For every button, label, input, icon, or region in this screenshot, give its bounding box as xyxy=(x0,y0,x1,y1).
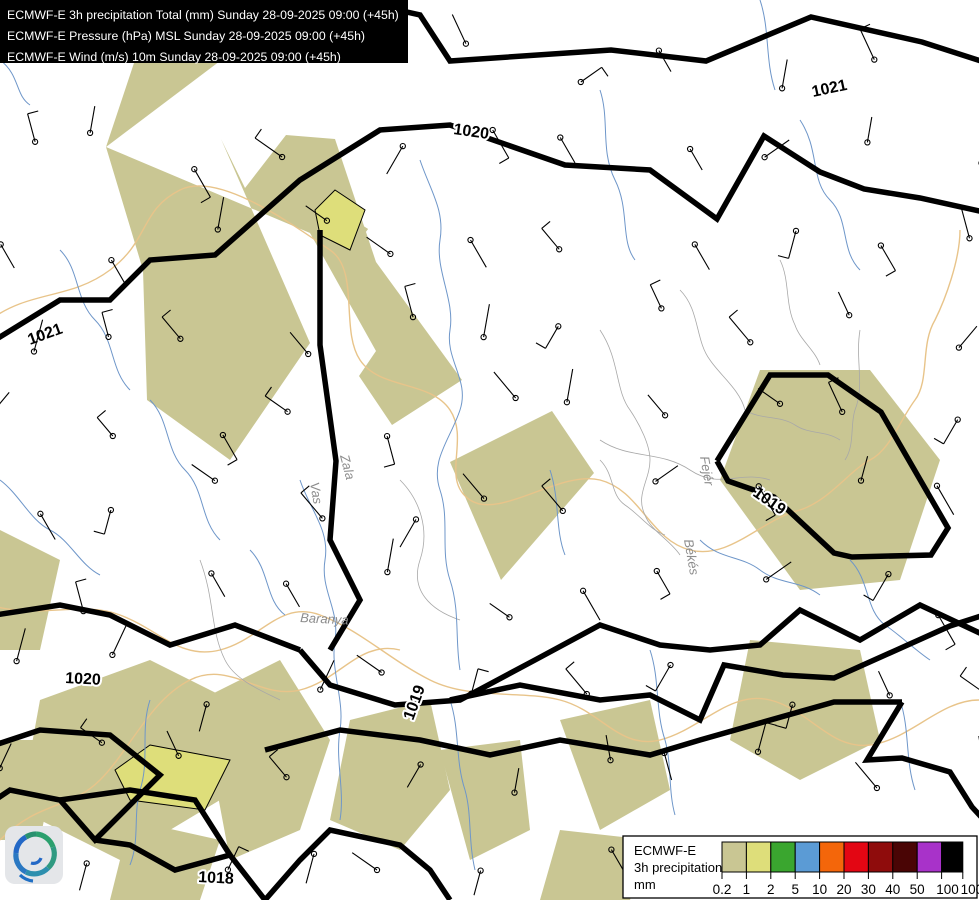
svg-text:1020: 1020 xyxy=(65,670,102,689)
svg-text:100: 100 xyxy=(936,882,959,897)
svg-text:50: 50 xyxy=(910,882,925,897)
svg-text:ECMWF-E: ECMWF-E xyxy=(634,843,696,858)
svg-text:ECMWF-E Pressure (hPa) MSL Sun: ECMWF-E Pressure (hPa) MSL Sunday 28-09-… xyxy=(7,29,365,43)
svg-text:mm: mm xyxy=(634,877,656,892)
svg-text:30: 30 xyxy=(861,882,876,897)
svg-text:5: 5 xyxy=(791,882,799,897)
svg-text:Baranya: Baranya xyxy=(300,610,349,628)
svg-text:ECMWF-E Wind (m/s) 10m Sunday: ECMWF-E Wind (m/s) 10m Sunday 28-09-2025… xyxy=(7,50,341,64)
svg-text:3h precipitation: 3h precipitation xyxy=(634,860,722,875)
svg-text:20: 20 xyxy=(836,882,851,897)
svg-text:0.2: 0.2 xyxy=(713,882,732,897)
svg-text:2: 2 xyxy=(767,882,775,897)
svg-text:ECMWF-E 3h precipitation Total: ECMWF-E 3h precipitation Total (mm) Sund… xyxy=(7,8,399,22)
svg-text:40: 40 xyxy=(885,882,900,897)
svg-text:1: 1 xyxy=(743,882,751,897)
svg-text:1000: 1000 xyxy=(961,882,979,897)
svg-text:10: 10 xyxy=(812,882,827,897)
